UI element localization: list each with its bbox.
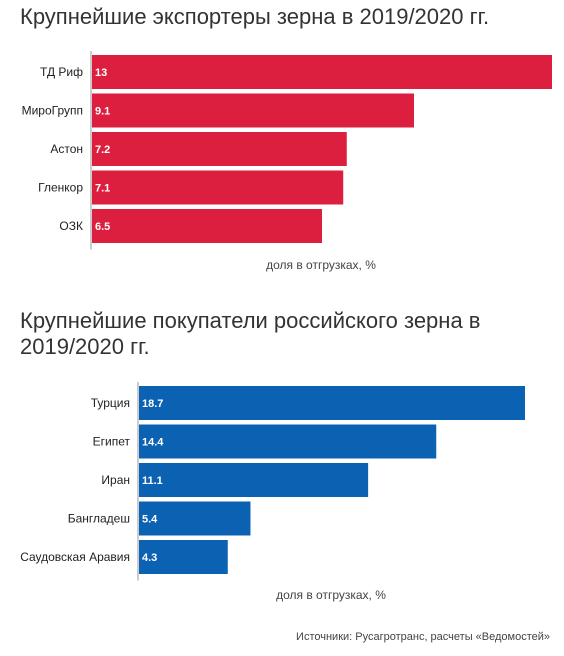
bar [92, 170, 344, 205]
category-label: ТД Риф [40, 65, 83, 79]
bar [92, 209, 322, 243]
category-label: Астон [50, 142, 83, 156]
data-label: 13 [95, 67, 107, 79]
category-label: Бангладеш [68, 512, 130, 526]
data-label: 6.5 [95, 221, 110, 233]
exporters-chart-svg: ТД Риф 13 МироГрупп 9.1 Астон 7.2 Гленкор 7.1 ОЗ… [22, 51, 552, 272]
exporters-bar-chart: ТД Риф 13 МироГрупп 9.1 Астон 7.2 Гленкор 7.1 ОЗ… [0, 50, 564, 280]
category-label: Саудовская Аравия [20, 550, 130, 564]
x-axis-label: доля в отгрузках, % [276, 588, 386, 602]
bar [139, 424, 437, 459]
data-label: 14.4 [142, 437, 164, 449]
category-label: Гленкор [38, 181, 83, 195]
category-label: Турция [91, 396, 130, 410]
data-label: 11.1 [142, 475, 163, 487]
x-axis-label: доля в отгрузках, % [266, 258, 376, 272]
bar [139, 463, 369, 497]
source-note: Источники: Русагротранс, расчеты «Ведомо… [296, 631, 550, 643]
bar [92, 132, 347, 166]
category-label: МироГрупп [22, 104, 83, 118]
data-label: 7.2 [95, 144, 110, 156]
buyers-bar-chart: Турция 18.7 Египет 14.4 Иран 11.1 Бангладеш 5.4… [0, 380, 564, 610]
data-label: 18.7 [142, 398, 163, 410]
category-label: Египет [93, 435, 131, 449]
data-label: 5.4 [142, 514, 158, 526]
bar [139, 540, 228, 574]
bar [92, 93, 414, 128]
bar [92, 55, 552, 89]
data-label: 7.1 [95, 183, 110, 195]
buyers-chart-svg: Турция 18.7 Египет 14.4 Иран 11.1 Бангладеш 5.4… [20, 382, 525, 602]
chart-title-buyers: Крупнейшие покупатели российского зерна … [20, 308, 481, 359]
chart-title-exporters: Крупнейшие экспортеры зерна в 2019/2020 … [20, 4, 490, 29]
bar [139, 501, 251, 536]
category-label: ОЗК [59, 219, 83, 233]
data-label: 9.1 [95, 106, 110, 118]
bar [139, 386, 525, 420]
category-label: Иран [101, 473, 130, 487]
data-label: 4.3 [142, 552, 157, 564]
